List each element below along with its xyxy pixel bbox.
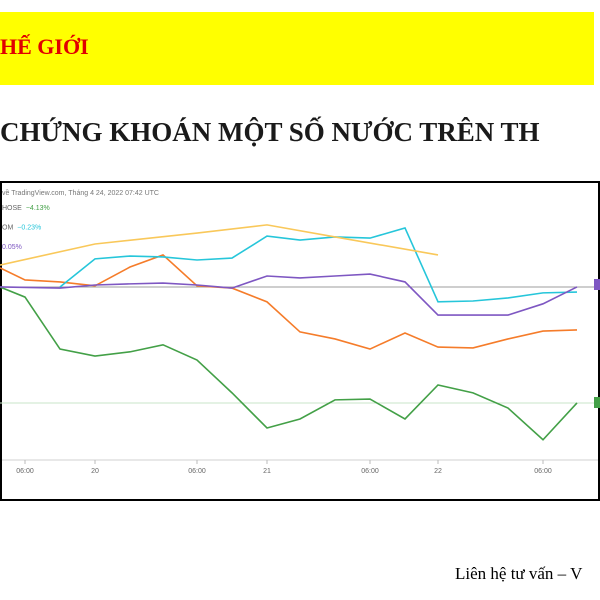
series-line	[0, 224, 439, 266]
legend-entry: OM −0.23%	[2, 224, 41, 231]
caption: về TradingView.com, Tháng 4 24, 2022 07:…	[2, 188, 159, 197]
x-tick-label: 06:00	[188, 468, 206, 475]
legend-value: −4.13%	[26, 205, 50, 212]
banner	[0, 12, 594, 85]
series-line	[0, 286, 578, 441]
chart-frame	[0, 181, 600, 501]
legend-entry: 0.05%	[2, 244, 22, 251]
legend-entry: HOSE −4.13%	[2, 205, 50, 212]
x-tick-label: 06:00	[16, 468, 34, 475]
heading: CHỨNG KHOÁN MỘT SỐ NƯỚC TRÊN TH	[0, 117, 540, 147]
x-tick-label: 21	[263, 468, 271, 475]
series-line	[59, 227, 578, 303]
price-marker	[594, 397, 600, 408]
banner-title: HẾ GIỚI	[0, 34, 89, 59]
legend-name: HOSE	[2, 205, 22, 212]
series-line	[0, 273, 578, 316]
legend-name: OM	[2, 224, 13, 231]
footer: Liên hệ tư vấn – V	[455, 564, 583, 583]
price-marker	[594, 279, 600, 290]
x-tick-label: 20	[91, 468, 99, 475]
legend-value: −0.23%	[17, 224, 41, 231]
x-tick-label: 06:00	[361, 468, 379, 475]
x-tick-label: 06:00	[534, 468, 552, 475]
x-tick-label: 22	[434, 468, 442, 475]
legend-value: 0.05%	[2, 244, 22, 251]
